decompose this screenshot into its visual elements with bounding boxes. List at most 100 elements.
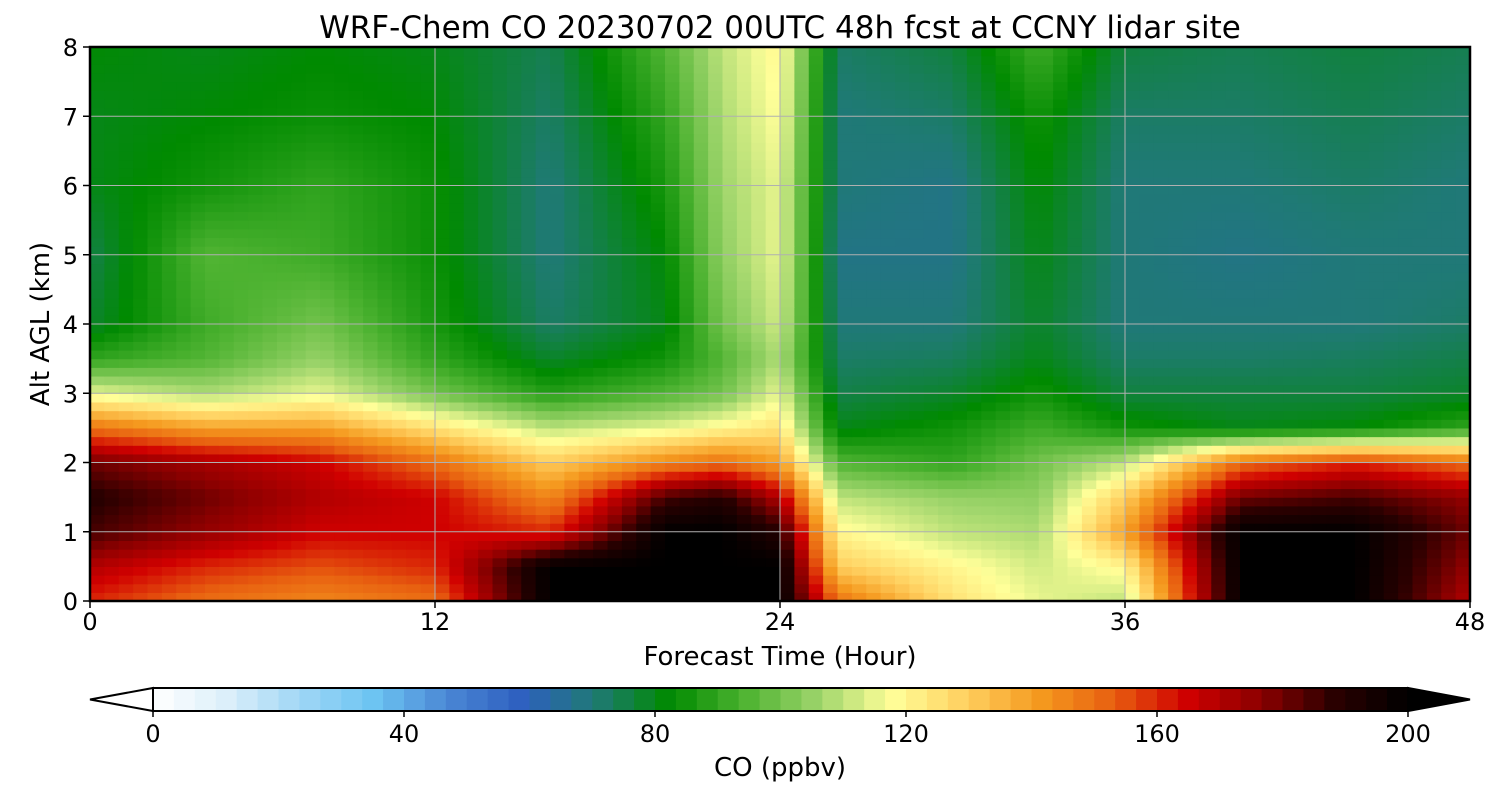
- heatmap-cell: [104, 566, 120, 576]
- heatmap-cell: [133, 592, 149, 601]
- heatmap-cell: [262, 445, 278, 455]
- heatmap-cell: [478, 306, 494, 316]
- heatmap-cell: [118, 202, 134, 213]
- heatmap-cell: [621, 505, 637, 516]
- heatmap-cell: [219, 497, 235, 507]
- heatmap-cell: [966, 497, 982, 507]
- heatmap-cell: [248, 393, 264, 403]
- heatmap-cell: [291, 445, 307, 455]
- heatmap-cell: [521, 505, 537, 516]
- heatmap-cell: [952, 159, 968, 169]
- heatmap-cell: [147, 220, 163, 230]
- heatmap-cell: [981, 228, 997, 239]
- heatmap-cell: [348, 246, 364, 256]
- heatmap-cell: [794, 315, 810, 325]
- heatmap-cell: [1240, 358, 1255, 368]
- heatmap-cell: [1441, 272, 1457, 282]
- heatmap-cell: [521, 341, 537, 351]
- heatmap-cell: [794, 367, 810, 377]
- heatmap-cell: [391, 384, 407, 394]
- heatmap-cell: [1268, 427, 1284, 438]
- heatmap-cell: [1225, 306, 1241, 316]
- heatmap-cell: [1038, 592, 1054, 601]
- heatmap-cell: [722, 410, 738, 420]
- heatmap-cell: [90, 254, 105, 265]
- heatmap-cell: [593, 540, 609, 550]
- heatmap-cell: [1096, 393, 1112, 403]
- heatmap-cell: [1211, 540, 1227, 550]
- heatmap-cell: [981, 488, 997, 498]
- heatmap-cell: [535, 315, 551, 325]
- heatmap-cell: [765, 393, 781, 403]
- heatmap-cell: [1268, 289, 1284, 299]
- heatmap-cell: [1139, 358, 1155, 368]
- heatmap-cell: [1196, 341, 1212, 351]
- heatmap-cell: [1268, 583, 1284, 593]
- heatmap-cell: [909, 505, 925, 516]
- heatmap-cell: [161, 254, 177, 265]
- heatmap-cell: [1096, 211, 1112, 221]
- heatmap-cell: [104, 575, 120, 585]
- heatmap-cell: [506, 298, 522, 308]
- heatmap-cell: [1369, 358, 1385, 368]
- heatmap-cell: [1038, 575, 1054, 585]
- heatmap-cell: [736, 211, 752, 221]
- heatmap-cell: [1168, 211, 1184, 221]
- heatmap-cell: [1038, 254, 1054, 265]
- heatmap-cell: [90, 462, 105, 472]
- heatmap-cell: [837, 531, 853, 542]
- heatmap-cell: [1010, 367, 1025, 377]
- heatmap-cell: [923, 194, 939, 204]
- heatmap-cell: [492, 401, 508, 412]
- heatmap-cell: [147, 540, 163, 550]
- heatmap-cell: [161, 592, 177, 601]
- heatmap-cell: [1383, 583, 1399, 593]
- heatmap-cell: [1096, 263, 1112, 273]
- heatmap-cell: [665, 419, 680, 429]
- heatmap-cell: [780, 479, 795, 490]
- heatmap-cell: [478, 427, 494, 438]
- heatmap-cell: [133, 332, 149, 342]
- heatmap-cell: [1053, 202, 1069, 213]
- heatmap-cell: [1196, 280, 1212, 290]
- heatmap-cell: [1340, 332, 1356, 342]
- heatmap-cell: [923, 280, 939, 290]
- heatmap-cell: [521, 540, 537, 550]
- heatmap-cell: [1139, 324, 1155, 334]
- heatmap-cell: [1240, 263, 1255, 273]
- heatmap-cell: [938, 488, 954, 498]
- heatmap-cell: [1053, 549, 1069, 559]
- heatmap-cell: [190, 185, 206, 195]
- heatmap-cell: [391, 358, 407, 368]
- heatmap-cell: [377, 393, 393, 403]
- heatmap-cell: [1297, 176, 1313, 187]
- heatmap-cell: [895, 592, 910, 601]
- heatmap-cell: [621, 427, 637, 438]
- heatmap-cell: [334, 497, 350, 507]
- heatmap-cell: [104, 367, 120, 377]
- heatmap-cell: [205, 384, 220, 394]
- heatmap-cell: [506, 176, 522, 187]
- heatmap-cell: [305, 332, 321, 342]
- heatmap-cell: [262, 349, 278, 360]
- heatmap-cell: [966, 427, 982, 438]
- heatmap-cell: [966, 488, 982, 498]
- heatmap-cell: [1340, 168, 1356, 178]
- heatmap-cell: [880, 453, 896, 464]
- heatmap-cell: [1340, 531, 1356, 542]
- heatmap-cell: [492, 220, 508, 230]
- heatmap-cell: [276, 246, 292, 256]
- heatmap-cell: [161, 211, 177, 221]
- heatmap-cell: [1067, 427, 1083, 438]
- heatmap-cell: [1311, 419, 1327, 429]
- heatmap-cell: [1297, 393, 1313, 403]
- heatmap-cell: [320, 479, 335, 490]
- heatmap-cell: [1211, 315, 1227, 325]
- heatmap-cell: [449, 453, 465, 464]
- heatmap-cell: [880, 341, 896, 351]
- heatmap-cell: [851, 315, 867, 325]
- heatmap-cell: [535, 497, 551, 507]
- heatmap-cell: [607, 427, 623, 438]
- heatmap-cell: [1168, 168, 1184, 178]
- heatmap-cell: [219, 566, 235, 576]
